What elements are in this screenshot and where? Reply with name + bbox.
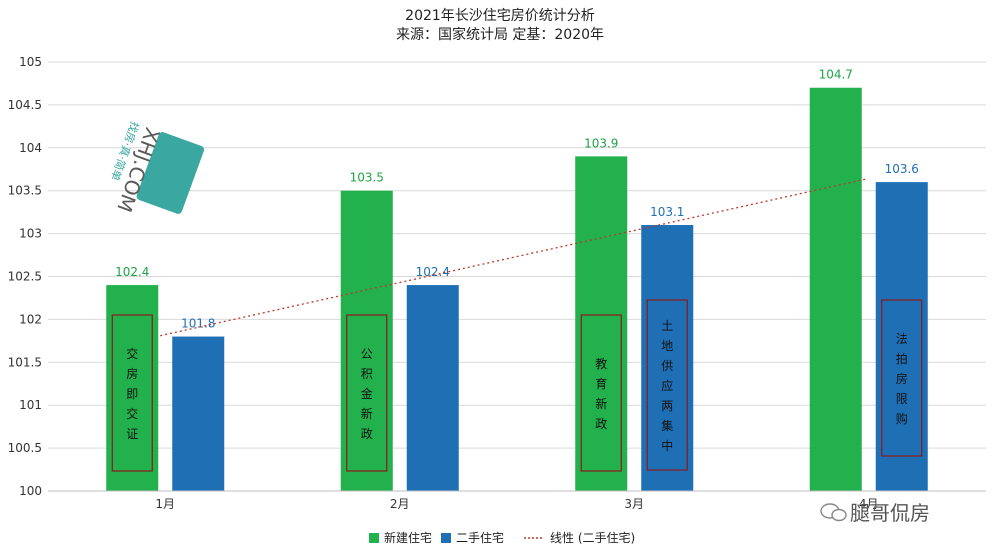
data-label: 103.9 [584, 136, 618, 150]
annotation-border [111, 314, 153, 472]
bar [106, 285, 159, 491]
data-label: 104.7 [819, 68, 853, 82]
wechat-icon [820, 503, 847, 522]
annotation-char: 积 [361, 367, 373, 381]
bar [172, 336, 225, 491]
legend: 新建住宅 二手住宅 线性 (二手住宅) [369, 530, 635, 545]
annotation-char: 供 [661, 359, 673, 373]
annotation-char: 金 [361, 386, 373, 401]
annotation-char: 新 [361, 406, 373, 421]
annotation-box: 法拍房限购 [881, 299, 923, 457]
chart-title: 2021年长沙住宅房价统计分析 [405, 8, 595, 24]
y-tick-label: 100.5 [8, 441, 42, 455]
x-tick-label: 1月 [155, 497, 175, 511]
y-tick-label: 101 [19, 398, 42, 412]
annotation-char: 两 [661, 399, 673, 413]
logo-mark [136, 132, 205, 214]
annotation-border [646, 299, 688, 471]
x-axis: 1月 2月 3月 4月 [48, 490, 986, 511]
y-tick-label: 104 [19, 141, 42, 155]
legend-label-trend: 线性 (二手住宅) [550, 530, 635, 545]
chart-subtitle: 来源：国家统计局 定基：2020年 [396, 26, 604, 43]
bar [809, 87, 862, 492]
bar [340, 190, 393, 491]
annotation-char: 房 [896, 371, 908, 386]
annotation-text: 交房即交证 [126, 346, 138, 441]
data-labels: 102.4 103.5 103.9 104.7 101.8 102.4 103.1 103.6 [115, 68, 919, 331]
annotation-char: 交 [126, 406, 138, 421]
annotation-text: 公积金新政 [361, 347, 373, 441]
y-tick-label: 103.5 [8, 184, 42, 198]
y-tick-label: 102 [19, 312, 42, 326]
annotation-box: 交房即交证 [111, 314, 153, 472]
annotation-char: 法 [896, 332, 908, 346]
annotation-char: 政 [361, 427, 373, 441]
data-label: 102.4 [115, 265, 149, 279]
y-tick-label: 100 [19, 484, 42, 498]
annotation-char: 集 [661, 418, 673, 433]
annotation-char: 应 [661, 378, 673, 393]
annotation-char: 新 [595, 396, 607, 411]
bar [575, 156, 628, 491]
data-label: 103.6 [885, 162, 919, 176]
legend-swatch-new [369, 533, 379, 543]
x-tick-label: 2月 [390, 497, 410, 511]
annotation-box: 公积金新政 [346, 314, 388, 472]
y-tick-label: 101.5 [8, 355, 42, 369]
data-label: 103.5 [350, 171, 384, 185]
annotation-char: 公 [361, 347, 373, 361]
annotation-char: 即 [126, 387, 138, 401]
y-tick-label: 105 [19, 55, 42, 69]
y-axis: 100 100.5 101 101.5 102 102.5 103 103.5 104 104.5… [8, 55, 42, 498]
annotation-char: 证 [126, 427, 138, 441]
annotation-char: 购 [896, 411, 908, 426]
legend-label-new: 新建住宅 [384, 530, 432, 545]
annotation-char: 限 [896, 392, 908, 406]
annotation-text: 法拍房限购 [896, 332, 908, 426]
trendline-path [160, 178, 868, 337]
signature-watermark: 腿哥侃房 [820, 501, 930, 525]
annotation-char: 中 [661, 438, 673, 453]
data-label: 103.1 [650, 205, 684, 219]
legend-label-second: 二手住宅 [456, 530, 504, 545]
bar [641, 225, 694, 491]
annotation-border [580, 314, 622, 472]
annotation-char: 拍 [896, 351, 908, 366]
x-tick-label: 4月 [859, 497, 879, 511]
annotation-text: 土地供应两集中 [661, 319, 673, 453]
signature-text: 腿哥侃房 [850, 501, 930, 525]
annotation-text: 教育新政 [595, 356, 607, 431]
y-tick-label: 104.5 [8, 98, 42, 112]
site-logo: XHJ.COM 找房·真·简单 [108, 120, 205, 215]
annotation-box: 土地供应两集中 [646, 299, 688, 471]
annotation-char: 政 [595, 417, 607, 431]
bars [106, 87, 928, 492]
annotation-char: 交 [126, 346, 138, 361]
annotation-border [346, 314, 388, 472]
annotation-border [881, 299, 923, 457]
annotation-char: 育 [595, 376, 607, 391]
data-label: 102.4 [416, 265, 450, 279]
annotation-char: 土 [661, 319, 673, 333]
x-tick-label: 3月 [624, 497, 644, 511]
bar [875, 182, 928, 491]
annotation-char: 教 [595, 356, 607, 371]
y-tick-label: 102.5 [8, 270, 42, 284]
data-label: 101.8 [181, 317, 215, 331]
annotation-char: 房 [126, 366, 138, 381]
y-tick-label: 103 [19, 227, 42, 241]
annotation-box: 教育新政 [580, 314, 622, 472]
annotation-char: 地 [661, 339, 673, 353]
trendline [160, 178, 868, 337]
legend-swatch-second [441, 533, 451, 543]
bar [406, 285, 459, 491]
